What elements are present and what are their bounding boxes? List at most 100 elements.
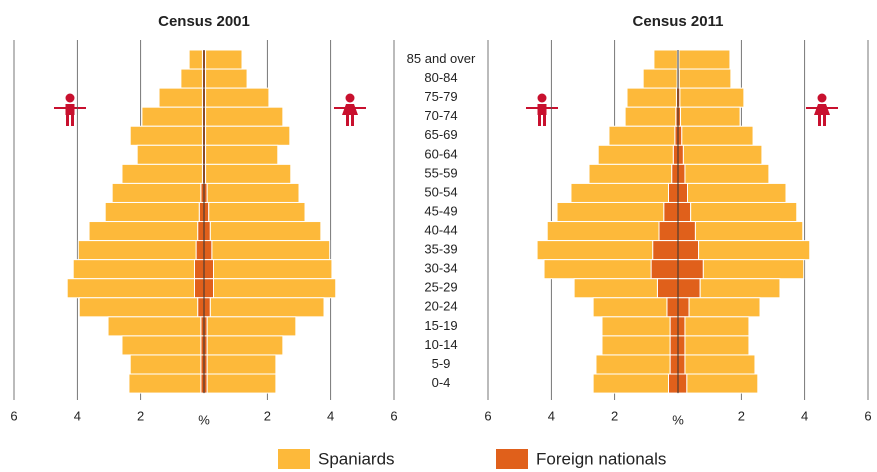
category-label: 35-39	[424, 242, 457, 257]
category-label: 5-9	[432, 356, 451, 371]
bar	[663, 201, 679, 223]
bar	[72, 259, 195, 280]
x-tick-label: 6	[10, 408, 17, 423]
bar	[588, 163, 673, 184]
bar	[592, 373, 670, 394]
category-label: 65-69	[424, 127, 457, 142]
bar	[205, 49, 243, 70]
panel-title: Census 2001	[158, 13, 250, 30]
x-tick-label: %	[198, 412, 210, 427]
bar	[205, 163, 292, 184]
bar	[677, 144, 684, 165]
bar	[597, 144, 674, 165]
bar	[601, 316, 671, 337]
bar	[570, 182, 670, 203]
bar	[669, 335, 679, 356]
bar	[121, 335, 202, 356]
bar	[679, 87, 745, 108]
x-tick-label: 4	[327, 408, 334, 423]
bar	[699, 278, 781, 299]
bar	[188, 49, 203, 70]
bar	[694, 221, 804, 242]
bar	[702, 259, 805, 280]
bar	[205, 144, 279, 165]
male-icon	[54, 93, 86, 126]
bar	[688, 297, 761, 318]
bar	[677, 335, 686, 356]
bar	[652, 240, 679, 261]
bar	[650, 259, 679, 280]
bar	[684, 354, 756, 375]
bar	[104, 201, 200, 223]
bar	[668, 373, 679, 394]
bar	[677, 373, 688, 394]
bar	[128, 373, 202, 394]
legend-swatch	[278, 449, 310, 469]
bar	[213, 278, 337, 299]
bar	[677, 221, 696, 242]
bar	[626, 87, 677, 108]
category-label: 50-54	[424, 184, 457, 199]
bar	[111, 182, 202, 203]
bar	[180, 68, 203, 89]
bar	[209, 221, 322, 242]
x-tick-label: 6	[484, 408, 491, 423]
bar	[77, 240, 197, 261]
category-label: 15-19	[424, 318, 457, 333]
category-label: 85 and over	[407, 51, 476, 66]
bar	[66, 278, 195, 299]
bar	[698, 240, 811, 261]
bar	[677, 278, 701, 299]
bar	[205, 87, 270, 108]
category-label: 45-49	[424, 203, 457, 218]
category-label: 80-84	[424, 70, 457, 85]
bar	[158, 87, 203, 108]
x-tick-label: 2	[137, 408, 144, 423]
x-tick-label: 4	[801, 408, 808, 423]
category-label: 70-74	[424, 108, 457, 123]
bar	[203, 297, 211, 318]
bar	[211, 240, 331, 261]
bar	[198, 201, 205, 223]
bar	[206, 316, 297, 337]
bar	[684, 163, 770, 184]
bar	[573, 278, 658, 299]
bar	[206, 373, 277, 394]
bar	[684, 335, 750, 356]
bar	[656, 278, 679, 299]
male-icon	[526, 93, 558, 126]
panel-title: Census 2011	[633, 13, 724, 30]
bar	[595, 354, 671, 375]
bar	[556, 201, 665, 223]
bar	[624, 106, 677, 127]
bar	[677, 354, 686, 375]
x-tick-label: 2	[611, 408, 618, 423]
category-label: 60-64	[424, 146, 457, 161]
bar	[203, 201, 210, 223]
category-label: 25-29	[424, 280, 457, 295]
bar	[194, 259, 205, 280]
bar	[203, 259, 214, 280]
bar	[197, 221, 205, 242]
bar	[121, 163, 203, 184]
x-tick-label: %	[672, 412, 684, 427]
female-icon	[806, 93, 838, 126]
x-tick-label: 4	[548, 408, 555, 423]
bar	[672, 144, 679, 165]
bar	[677, 259, 704, 280]
bar	[203, 221, 211, 242]
x-tick-label: 4	[74, 408, 81, 423]
x-tick-label: 6	[390, 408, 397, 423]
legend-swatch	[496, 449, 528, 469]
bar	[677, 163, 686, 184]
bar	[592, 297, 668, 318]
bar	[195, 240, 205, 261]
bar	[677, 240, 700, 261]
bar	[668, 182, 679, 203]
bar	[213, 259, 333, 280]
category-label: 10-14	[424, 337, 457, 352]
category-label: 75-79	[424, 89, 457, 104]
bar	[677, 297, 690, 318]
bar	[78, 297, 199, 318]
